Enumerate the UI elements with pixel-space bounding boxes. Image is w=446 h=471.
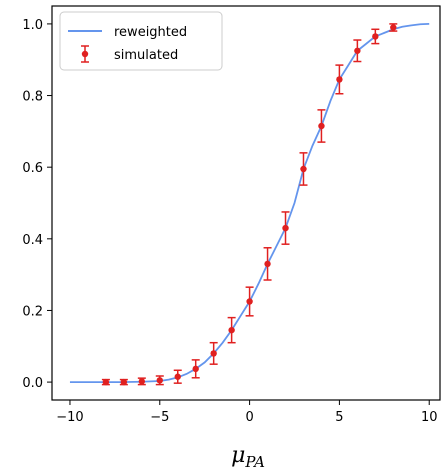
y-tick-label: 0.2 [22, 304, 43, 319]
data-point [192, 365, 199, 373]
x-tick-label: −5 [150, 410, 169, 425]
data-point [228, 326, 235, 334]
errorbar-point [389, 23, 398, 32]
errorbar-point [137, 377, 146, 386]
errorbar-point [119, 378, 128, 386]
errorbar-point [173, 369, 182, 384]
errorbar-point [227, 316, 236, 344]
data-point [318, 122, 325, 130]
data-point [372, 33, 379, 40]
errorbar-point [191, 359, 200, 379]
data-point [174, 373, 181, 380]
axes-frame [51, 5, 441, 401]
x-tick-label: 5 [335, 410, 343, 425]
errorbar-point [209, 341, 218, 365]
data-point [138, 378, 146, 385]
y-tick-label: 0.0 [22, 376, 43, 391]
x-tick-label: 0 [245, 410, 253, 425]
data-point [102, 378, 110, 386]
data-point [210, 350, 217, 357]
errorbar-point [335, 64, 344, 95]
y-tick-label: 0.4 [22, 233, 43, 248]
x-tick-label: −10 [56, 410, 83, 425]
errorbar-point [281, 211, 290, 245]
data-point [300, 165, 307, 173]
data-point [264, 260, 271, 268]
data-point [246, 298, 253, 305]
legend-errorbar-icon [81, 45, 89, 63]
legend-box [59, 11, 223, 71]
legend: reweighted simulated [59, 11, 223, 71]
y-tick-label: 1.0 [22, 18, 43, 33]
axes: −10 −5 0 5 10 0.0 0.2 0.4 0.6 0.8 1.0 [22, 5, 441, 425]
data-point [390, 24, 397, 31]
x-tick-label: 10 [421, 410, 438, 425]
legend-label-reweighted: reweighted [114, 25, 187, 40]
y-tick-label: 0.8 [22, 90, 43, 105]
data-point [120, 378, 128, 386]
series-line-reweighted [69, 23, 430, 383]
errorbar-point [101, 378, 110, 386]
y-tick-label: 0.6 [22, 161, 43, 176]
errorbar-point [299, 152, 308, 186]
errorbar-point [155, 375, 164, 386]
data-point [354, 47, 361, 54]
data-point [336, 76, 343, 83]
errorbar-point [317, 109, 326, 143]
x-axis-label: μPA [231, 443, 265, 471]
legend-label-simulated: simulated [114, 48, 178, 63]
errorbar-point [263, 247, 272, 281]
errorbar-point [245, 286, 254, 317]
data-point [282, 224, 289, 232]
errorbar-point [353, 39, 362, 63]
errorbar-point [371, 28, 380, 45]
data-point [156, 377, 163, 384]
plot-area [69, 23, 430, 386]
